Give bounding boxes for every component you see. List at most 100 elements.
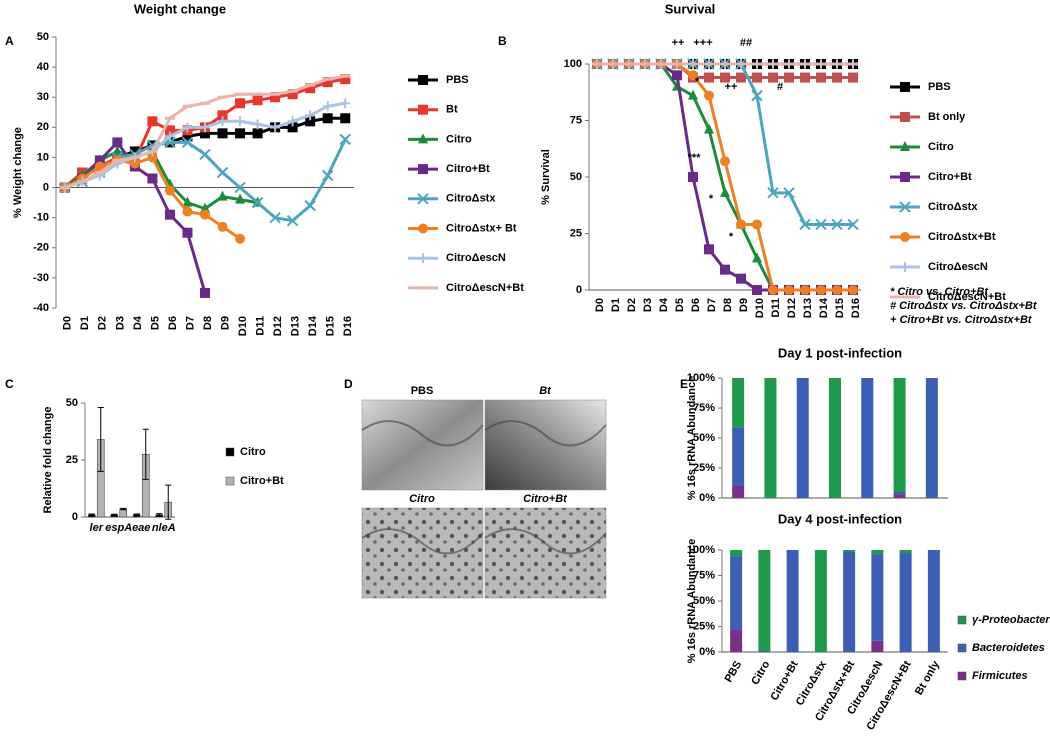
x-tick-label: D6 — [690, 298, 702, 312]
legend-label: PBS — [928, 81, 951, 93]
x-tick-label: D10 — [754, 298, 766, 318]
point — [800, 285, 810, 295]
point — [287, 89, 298, 100]
error-bar — [142, 428, 149, 480]
point — [340, 74, 351, 78]
legend-label: Citro+Bt — [446, 163, 490, 175]
point — [147, 152, 158, 163]
point — [784, 72, 794, 83]
bar-segment — [871, 550, 884, 555]
point — [704, 62, 714, 66]
bar — [119, 508, 128, 518]
point — [736, 273, 746, 284]
point — [129, 146, 140, 157]
x-tick-label: D3 — [114, 316, 126, 330]
bar-segment — [893, 378, 906, 492]
panel-label: E — [680, 377, 688, 391]
bar-segment — [732, 378, 745, 428]
bar-segment — [927, 550, 940, 652]
point — [252, 95, 263, 106]
point — [340, 98, 351, 109]
legend-label: CitroΔstx — [928, 201, 978, 213]
point — [200, 209, 210, 220]
bar-segment — [843, 552, 856, 652]
point — [147, 116, 158, 127]
y-tick-label: -10 — [33, 212, 49, 224]
point — [784, 62, 794, 66]
legend-marker — [900, 295, 910, 299]
y-tick-label: 25% — [693, 462, 715, 474]
y-tick-label: 75% — [693, 569, 715, 581]
legend-label: Citro+Bt — [928, 171, 972, 183]
x-tick-label: D12 — [272, 316, 284, 336]
point — [217, 116, 228, 127]
micrograph-title: Citro+Bt — [523, 493, 568, 505]
error-bar — [165, 484, 172, 520]
x-tick-label: nleA — [152, 522, 176, 534]
point — [688, 62, 698, 66]
legend-marker — [900, 112, 910, 122]
point — [688, 70, 698, 81]
legend-marker — [417, 193, 429, 205]
point — [200, 202, 210, 213]
point — [848, 72, 858, 83]
point — [217, 110, 228, 121]
micrograph-title: PBS — [411, 385, 434, 397]
point — [182, 131, 193, 142]
y-tick-label: 0% — [699, 646, 715, 658]
point — [305, 83, 316, 87]
point — [720, 264, 730, 275]
x-tick-label: D8 — [722, 298, 734, 312]
point — [656, 62, 666, 66]
y-tick-label: 0 — [576, 284, 582, 296]
micrograph — [361, 399, 484, 491]
x-tick-label: D8 — [202, 316, 214, 330]
x-tick-label: Bt only — [913, 658, 942, 697]
point — [182, 227, 193, 238]
legend-marker — [900, 172, 910, 182]
micrograph-detail — [484, 420, 607, 447]
legend-label: Citro+Bt — [240, 475, 284, 487]
point — [736, 62, 746, 66]
significance-mark: ## — [740, 37, 752, 49]
y-tick-label: 75% — [693, 402, 715, 414]
y-tick-label: 25 — [570, 227, 582, 239]
bar-segment — [829, 378, 841, 498]
bar-segment — [871, 640, 884, 652]
point — [847, 218, 859, 231]
bar-segment — [730, 629, 743, 652]
point — [831, 218, 843, 231]
point — [217, 221, 228, 232]
series-line — [597, 62, 853, 292]
legend-swatch — [225, 476, 235, 486]
point — [147, 149, 158, 153]
x-tick-label: D12 — [786, 298, 798, 318]
x-tick-label: D11 — [254, 316, 266, 336]
y-tick-label: -30 — [33, 272, 49, 284]
legend-swatch — [957, 643, 967, 653]
point — [270, 122, 281, 133]
point — [752, 219, 762, 230]
legend-label: CitroΔstx+ Bt — [446, 222, 517, 234]
point — [77, 180, 88, 184]
legend-label: γ-Proteobacteria — [972, 614, 1050, 626]
x-tick-label: D4 — [132, 315, 144, 330]
bar-segment — [758, 550, 771, 651]
x-tick-label: D7 — [706, 298, 718, 312]
bar-segment — [893, 492, 906, 495]
point — [217, 95, 228, 99]
x-tick-label: D9 — [738, 298, 750, 312]
point — [252, 92, 263, 96]
bar-segment — [730, 556, 743, 630]
series-line — [597, 62, 853, 292]
point — [235, 98, 246, 109]
point — [720, 72, 730, 83]
point — [704, 72, 714, 83]
legend-label: Citro — [928, 141, 954, 153]
bar-segment — [764, 378, 777, 498]
point — [800, 62, 810, 66]
micrograph-title: Bt — [539, 385, 552, 397]
y-tick-label: 50 — [66, 397, 78, 409]
point — [181, 136, 194, 149]
